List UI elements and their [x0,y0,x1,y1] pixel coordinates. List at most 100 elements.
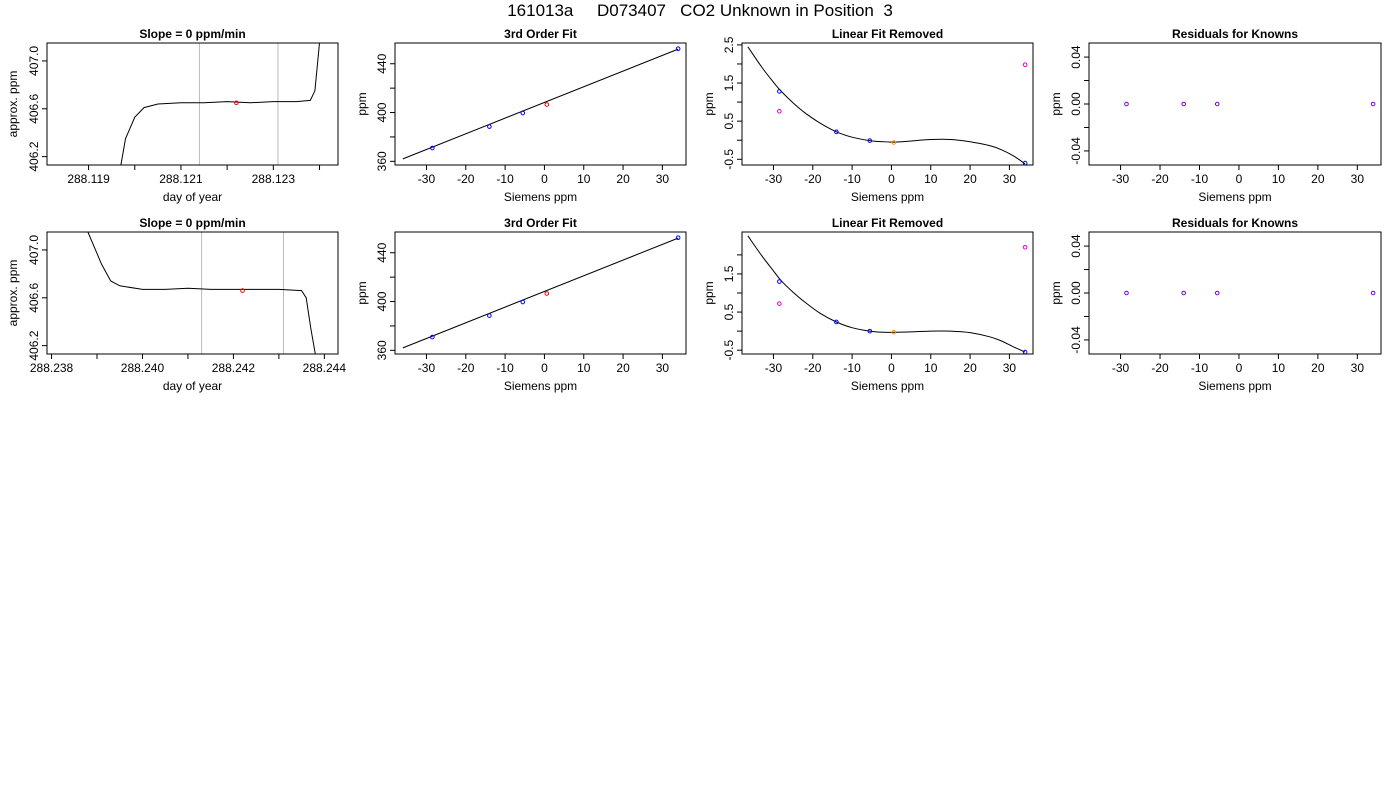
x-tick-label: 20 [1311,172,1325,186]
x-tick-label: 10 [924,172,938,186]
y-axis-label: approx. ppm [6,260,20,327]
plot-area [402,237,679,349]
x-tick-label: -20 [1151,172,1169,186]
fit-curve [747,235,1026,353]
x-axis-label: Siemens ppm [504,379,577,393]
x-tick-label: 10 [1272,172,1286,186]
y-tick-label: 0.5 [722,112,736,129]
panel-title: Linear Fit Removed [832,27,943,41]
data-line [120,43,320,165]
x-tick-label: 0 [541,361,548,375]
y-axis-label: ppm [702,92,716,115]
plot-frame [741,42,1034,166]
x-tick-label: 288.244 [303,361,347,375]
plot-area [402,48,679,160]
x-tick-label: 30 [1351,172,1365,186]
y-tick-label: 360 [375,151,389,171]
data-point [675,235,681,241]
y-tick-label: 1.5 [722,74,736,91]
x-tick-label: -10 [1191,172,1209,186]
y-axis-label: ppm [702,281,716,304]
data-point [234,100,239,106]
x-tick-label: -20 [804,172,822,186]
x-axis-label: Siemens ppm [504,190,577,204]
plot-frame [46,42,339,166]
panel-title: 3rd Order Fit [504,216,577,230]
y-axis-label: ppm [1049,92,1063,115]
data-point [777,279,782,284]
x-tick-label: 30 [656,361,670,375]
y-tick-label: -0.5 [722,149,736,170]
plot-frame [741,231,1034,355]
panel-1-1: Slope = 0 ppm/min 288.119 288.121 288.123 40… [6,27,339,204]
x-tick-label: 288.238 [30,361,74,375]
y-tick-label: 406.6 [27,282,41,312]
x-tick-label: 288.121 [159,172,203,186]
x-tick-label: 288.240 [121,361,165,375]
data-point [675,46,681,52]
data-point [544,291,550,296]
y-tick-label: 0.00 [1069,281,1083,305]
x-tick-label: -30 [418,172,436,186]
plot-area [747,235,1026,353]
figure-title: 161013a D073407 CO2 Unknown in Position … [507,1,893,20]
x-tick-label: -30 [1112,172,1130,186]
y-tick-label: 440 [375,53,389,73]
y-tick-label: 0.5 [722,303,736,320]
y-tick-label: 406.6 [27,93,41,123]
data-point [1214,290,1220,296]
data-point [1370,290,1376,296]
x-tick-label: 30 [1003,172,1017,186]
fit-curve [747,46,1026,165]
plot-frame [394,42,687,166]
y-tick-label: 0.04 [1069,234,1083,258]
x-tick-label: 20 [1311,361,1325,375]
y-tick-label: 406.2 [27,330,41,360]
y-axis-label: approx. ppm [6,71,20,138]
plot-frame [394,231,687,355]
data-point [1181,290,1187,296]
plot-frame [46,231,339,355]
panel-2-1: Slope = 0 ppm/min 288.238 288.240 288.242 28… [6,216,346,393]
y-tick-label: 0.00 [1069,92,1083,116]
x-tick-label: -30 [418,361,436,375]
y-tick-label: -0.5 [722,340,736,361]
panel-title: Residuals for Knowns [1172,27,1298,41]
panel-title: Linear Fit Removed [832,216,943,230]
x-axis-label: Siemens ppm [851,379,924,393]
x-tick-label: -10 [496,361,514,375]
x-axis-label: day of year [163,379,222,393]
x-tick-label: 20 [616,361,630,375]
x-tick-label: -10 [1191,361,1209,375]
panel-1-4: Residuals for Knowns -30 -20 -10 0 10 20 30 -0.0… [1049,27,1382,204]
data-point [1124,101,1129,107]
data-point [777,89,782,94]
panel-title: Slope = 0 ppm/min [139,27,245,41]
data-point [520,110,526,116]
x-axis-label: Siemens ppm [1198,190,1271,204]
x-tick-label: -30 [765,172,783,186]
data-point [1181,101,1187,107]
plot-area [120,43,320,165]
x-tick-label: 30 [656,172,670,186]
x-tick-label: 0 [888,361,895,375]
data-point [544,102,550,107]
data-point [777,301,782,306]
x-tick-label: 288.123 [252,172,296,186]
data-point [520,299,526,305]
y-tick-label: 440 [375,242,389,262]
data-point [1022,62,1028,68]
x-tick-label: -10 [496,172,514,186]
data-point [430,145,435,151]
data-point [834,319,839,325]
data-point [891,140,897,145]
y-tick-label: 1.5 [722,265,736,282]
panel-title: 3rd Order Fit [504,27,577,41]
x-tick-label: 0 [541,172,548,186]
x-tick-label: 10 [924,361,938,375]
y-tick-label: -0.04 [1069,326,1083,354]
panel-1-2: 3rd Order Fit -30 -20 -10 0 10 20 30 360 400 440 Si… [355,27,687,204]
data-point [1022,349,1028,355]
x-axis-label: Siemens ppm [1198,379,1271,393]
x-tick-label: -10 [843,172,861,186]
